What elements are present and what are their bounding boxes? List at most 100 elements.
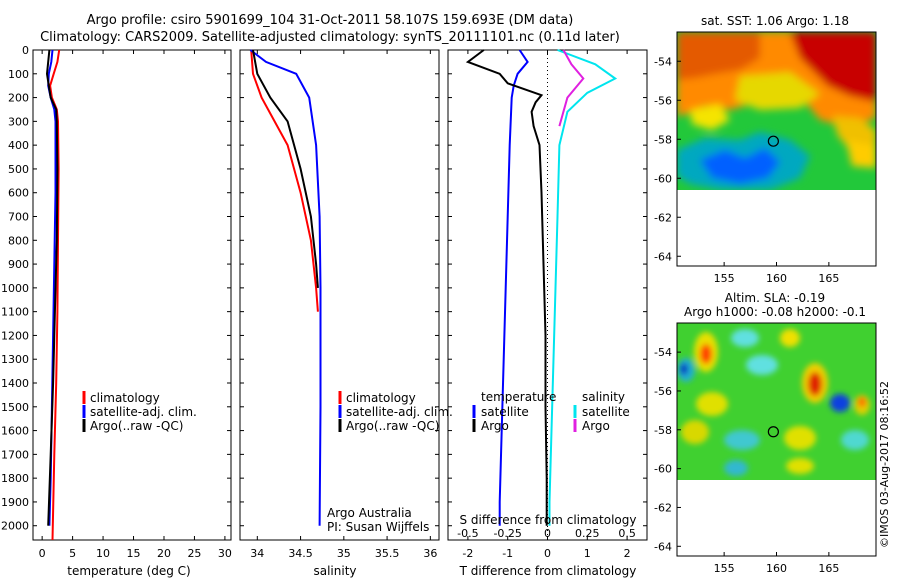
x-tick-label: 34 <box>250 547 264 560</box>
s-tick-label: -0.5 <box>457 527 478 540</box>
depth-tick-label: 200 <box>8 92 29 105</box>
lat-tick-label: -58 <box>654 424 672 437</box>
sla-map-subtitle: Argo h1000: -0.08 h2000: -0.1 <box>684 305 866 319</box>
x-tick-label: 20 <box>157 547 171 560</box>
x-tick-label: 15 <box>127 547 141 560</box>
legend-label-climatology: climatology <box>346 391 416 405</box>
s-tick-label: 0 <box>544 527 551 540</box>
lon-tick-label: 165 <box>818 272 839 285</box>
lon-tick-label: 160 <box>766 272 787 285</box>
series-line-climatology <box>250 49 319 312</box>
lat-tick-label: -64 <box>654 540 672 553</box>
temperature-xlabel: temperature (deg C) <box>67 564 190 578</box>
depth-tick-label: 800 <box>8 234 29 247</box>
x-tick-label: 35.5 <box>375 547 400 560</box>
temperature-legend: climatology satellite-adj. clim. Argo(..… <box>82 391 197 433</box>
lat-tick-label: -62 <box>654 211 672 224</box>
depth-tick-label: 600 <box>8 187 29 200</box>
lat-tick-label: -60 <box>654 172 672 185</box>
sst-map-axes: 155 160 165 -54 -56 -58 -60 -62 -64 <box>654 55 839 285</box>
sla-map-title: Altim. SLA: -0.19 <box>725 291 825 305</box>
x-tick-label: 34.5 <box>288 547 313 560</box>
depth-tick-label: 1000 <box>1 282 29 295</box>
depth-tick-label: 1100 <box>1 306 29 319</box>
x-tick-label: 5 <box>69 547 76 560</box>
depth-tick-label: 100 <box>8 68 29 81</box>
depth-tick-label: 1700 <box>1 448 29 461</box>
legend-label-satellite: satellite-adj. clim. <box>346 405 453 419</box>
difference-axes: -2 -1 0 1 2 -0.5 -0.25 0 0.25 0.5 <box>448 49 647 560</box>
x-tick-label: -2 <box>462 547 473 560</box>
lon-tick-label: 160 <box>766 562 787 575</box>
depth-tick-label: 1200 <box>1 329 29 342</box>
difference-xlabel: T difference from climatology <box>459 564 637 578</box>
legend-header-temperature: temperature <box>481 390 556 404</box>
s-tick-label: 0.5 <box>618 527 636 540</box>
depth-tick-label: 700 <box>8 211 29 224</box>
lon-tick-label: 165 <box>818 562 839 575</box>
legend-header-salinity: salinity <box>582 390 625 404</box>
argo-position-marker <box>767 135 779 147</box>
legend-label-argo: Argo(..raw -QC) <box>90 419 183 433</box>
x-tick-label: 30 <box>218 547 232 560</box>
depth-tick-label: 0 <box>22 44 29 57</box>
figure-title-line1: Argo profile: csiro 5901699_104 31-Oct-2… <box>87 13 574 28</box>
s-difference-label: S difference from climatology <box>460 513 637 527</box>
x-tick-label: 35 <box>337 547 351 560</box>
difference-legend: temperature salinity satellite Argo sate… <box>472 390 630 433</box>
depth-tick-label: 1300 <box>1 353 29 366</box>
temperature-axes: 0100200300400500600700800900100011001200… <box>1 44 232 560</box>
lat-tick-label: -56 <box>654 94 672 107</box>
x-tick-label: 0 <box>544 547 551 560</box>
credit-text: ©IMOS 03-Aug-2017 08:16:52 <box>878 381 891 548</box>
figure-title-line2: Climatology: CARS2009. Satellite-adjuste… <box>40 30 620 45</box>
x-tick-label: 36 <box>423 547 437 560</box>
series-line-argo-raw-qc- <box>45 49 59 526</box>
lon-tick-label: 155 <box>714 562 735 575</box>
depth-tick-label: 900 <box>8 258 29 271</box>
lat-tick-label: -60 <box>654 463 672 476</box>
depth-tick-label: 300 <box>8 115 29 128</box>
sla-map-axes: 155 160 165 -54 -56 -58 -60 -62 -64 <box>654 346 839 575</box>
legend-label-argo: Argo(..raw -QC) <box>346 419 439 433</box>
x-tick-label: 1 <box>584 547 591 560</box>
legend-label-satellite: satellite-adj. clim. <box>90 405 197 419</box>
salinity-panel-frame <box>239 49 440 541</box>
s-tick-label: -0.25 <box>493 527 521 540</box>
depth-tick-label: 1800 <box>1 472 29 485</box>
salinity-xlabel: salinity <box>313 564 356 578</box>
x-tick-label: -1 <box>502 547 513 560</box>
depth-tick-label: 2000 <box>1 520 29 533</box>
salinity-axes: 34 34.5 35 35.5 36 <box>240 49 439 560</box>
lat-tick-label: -56 <box>654 385 672 398</box>
x-tick-label: 2 <box>624 547 631 560</box>
depth-tick-label: 1500 <box>1 401 29 414</box>
lat-tick-label: -54 <box>654 55 672 68</box>
lat-tick-label: -54 <box>654 346 672 359</box>
salinity-legend: climatology satellite-adj. clim. Argo(..… <box>338 391 453 433</box>
temperature-panel-frame <box>32 49 232 541</box>
series-line-satellite <box>548 49 618 526</box>
depth-tick-label: 1600 <box>1 425 29 438</box>
lat-tick-label: -64 <box>654 250 672 263</box>
legend-label-t-argo: Argo <box>481 419 509 433</box>
legend-label-s-satellite: satellite <box>582 405 630 419</box>
lat-tick-label: -62 <box>654 501 672 514</box>
legend-label-t-satellite: satellite <box>481 405 529 419</box>
x-tick-label: 10 <box>96 547 110 560</box>
series-line-argo <box>465 49 548 526</box>
sst-map-title: sat. SST: 1.06 Argo: 1.18 <box>701 14 849 28</box>
x-tick-label: 25 <box>187 547 201 560</box>
legend-label-climatology: climatology <box>90 391 160 405</box>
series-line-satellite <box>498 49 529 526</box>
pi-annotation: PI: Susan Wijffels <box>327 520 429 534</box>
x-tick-label: 0 <box>39 547 46 560</box>
sst-map-image <box>677 32 876 190</box>
legend-label-s-argo: Argo <box>582 419 610 433</box>
operator-annotation: Argo Australia <box>327 506 412 520</box>
series-line-argo-raw-qc- <box>252 49 319 288</box>
series-line-climatology <box>49 49 61 541</box>
depth-tick-label: 400 <box>8 139 29 152</box>
lat-tick-label: -58 <box>654 133 672 146</box>
